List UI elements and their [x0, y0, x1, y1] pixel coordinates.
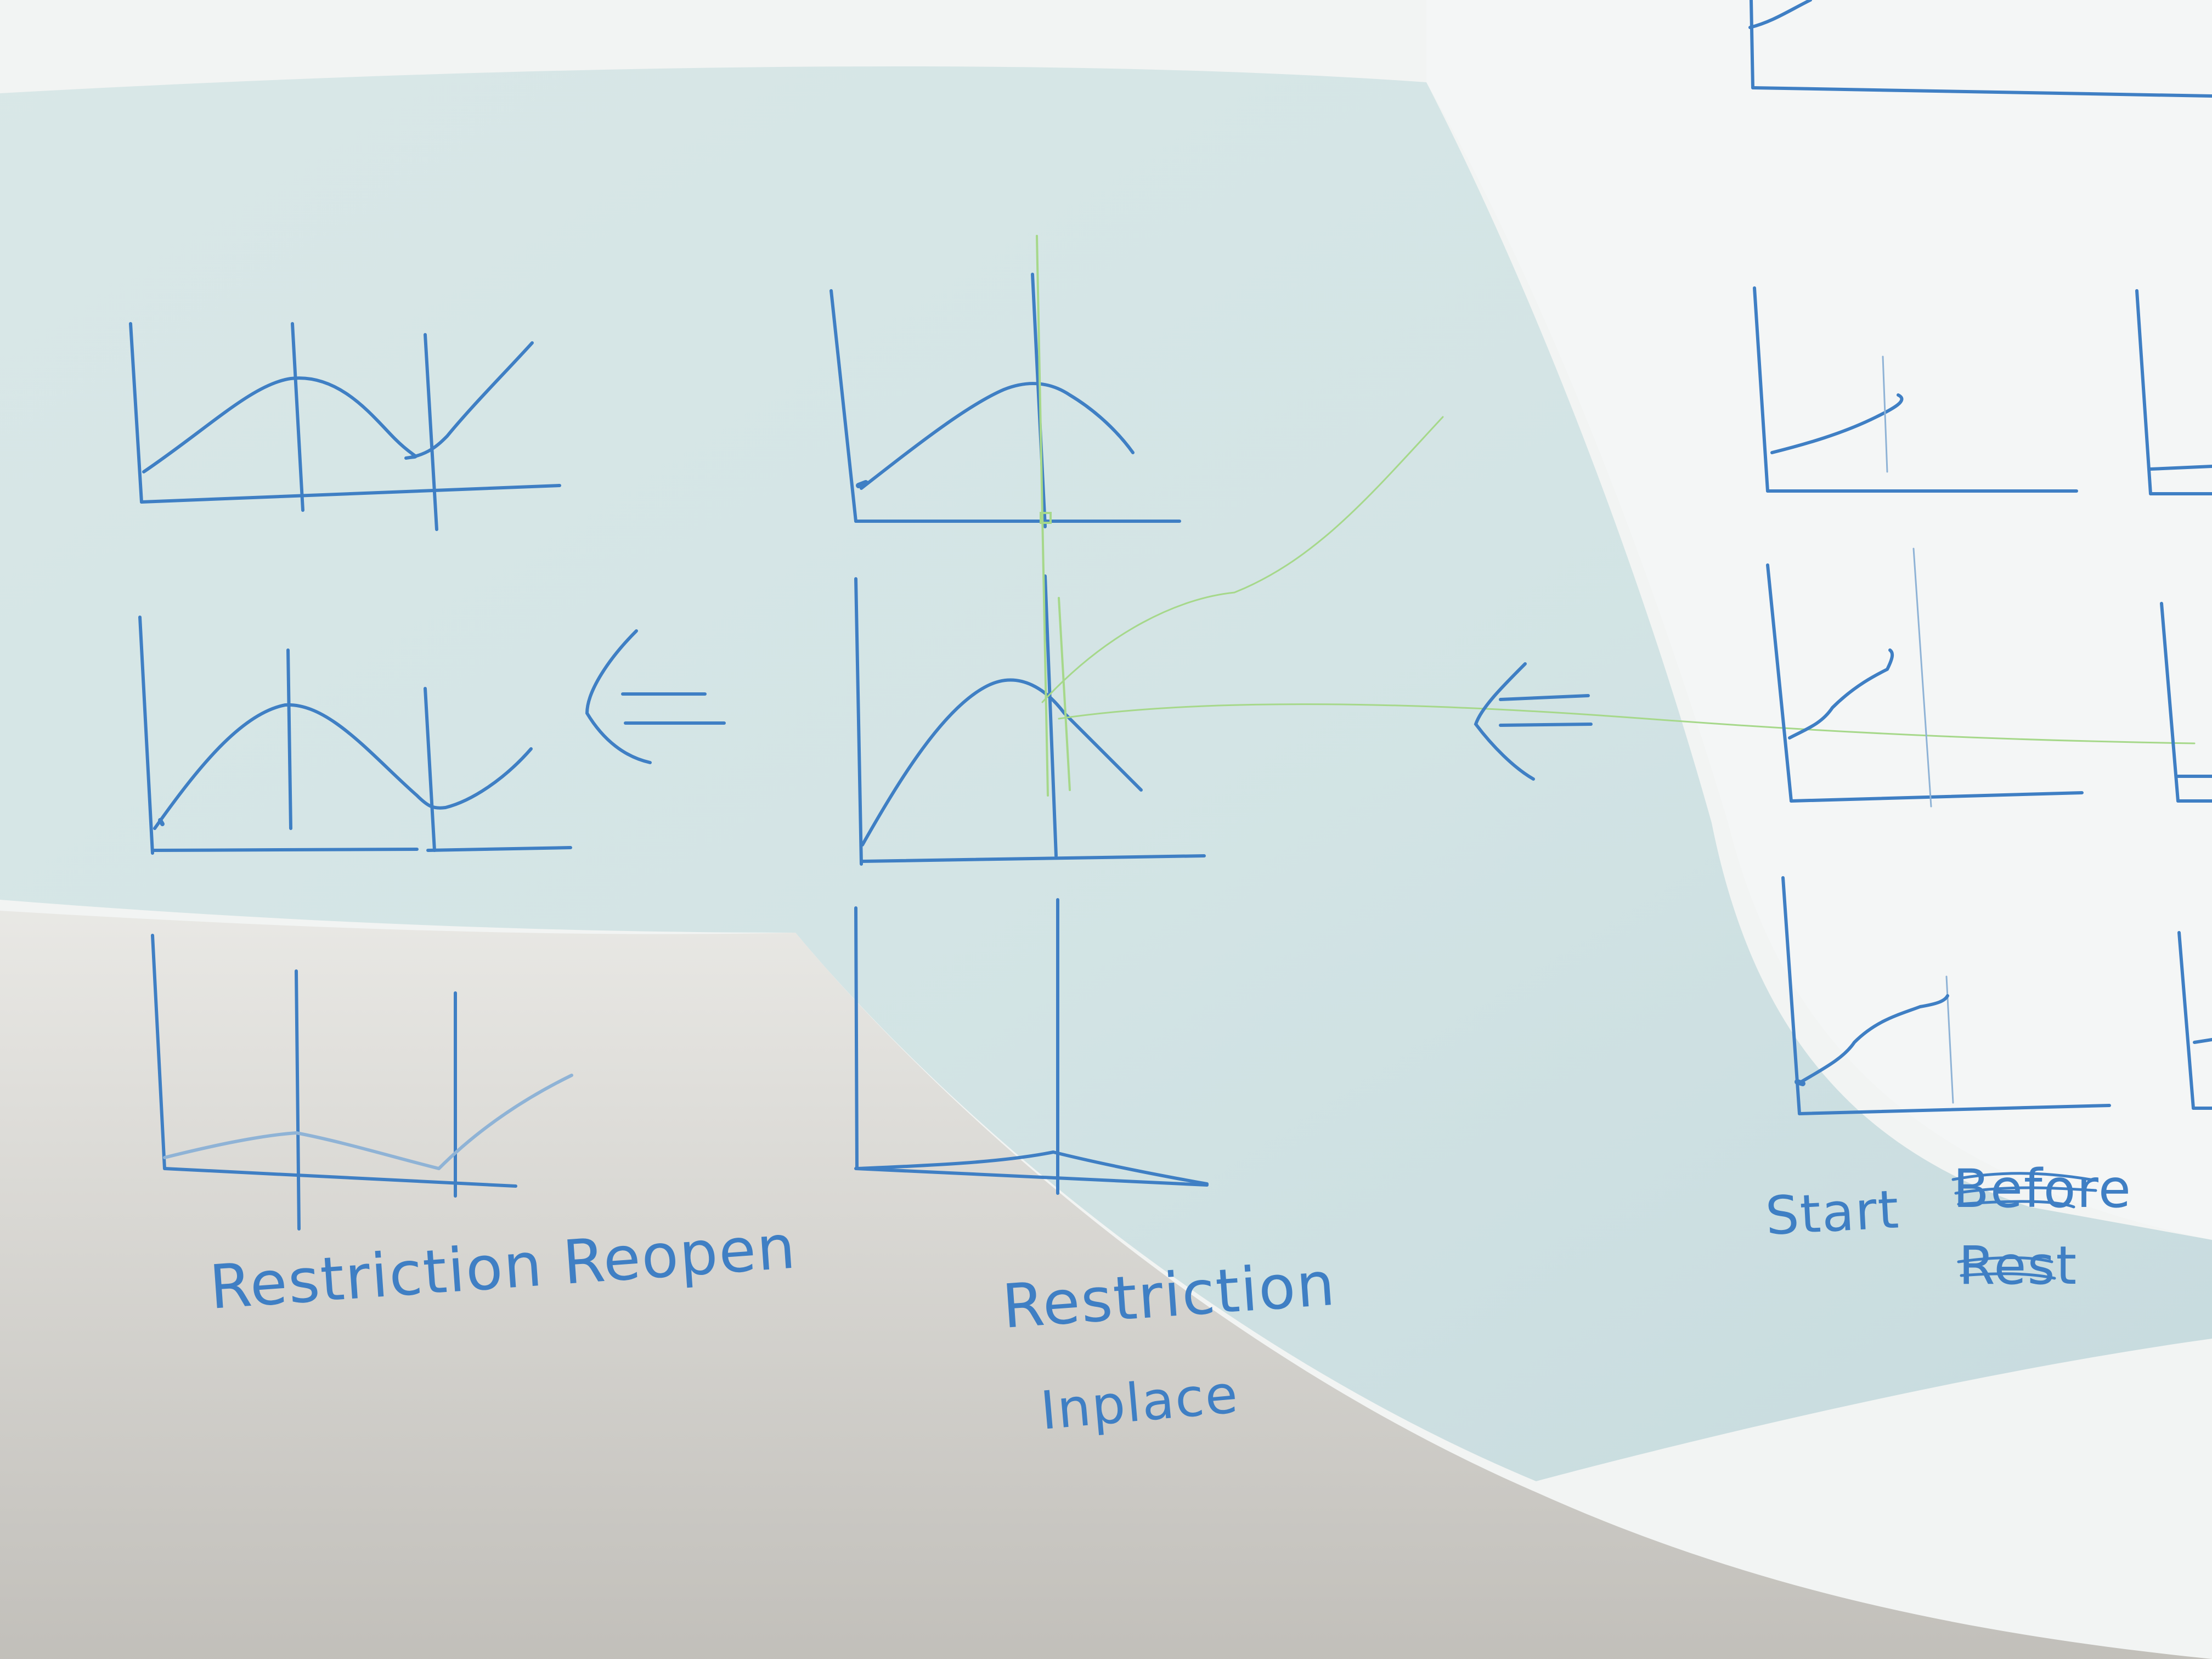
shadow-region	[0, 66, 2212, 1481]
label-start: Start	[1764, 1178, 1901, 1247]
right-column-graphs	[1748, 0, 2212, 1115]
right-graph-2	[1766, 548, 2084, 808]
scribble-strike-2	[1957, 1256, 2056, 1280]
paper-highlight	[1426, 0, 2212, 1240]
scribble-strike-1	[1951, 1172, 2097, 1209]
middle-column-graphs	[830, 273, 1209, 1195]
left-graph-2	[138, 616, 572, 855]
double-arrow-left-icon	[1474, 662, 1593, 781]
double-arrow-left-icon	[585, 629, 726, 764]
right-graph-1	[1753, 286, 2078, 493]
crossed-out-words: Before Rest	[1951, 1158, 2131, 1296]
far-right-partial-graphs	[2135, 289, 2212, 1110]
left-column-graphs	[129, 322, 573, 1231]
middle-graph-2	[854, 574, 1206, 866]
middle-graph-1	[830, 273, 1181, 528]
left-graph-3	[151, 934, 573, 1231]
label-crossed-rest: Rest	[1959, 1235, 2078, 1296]
middle-graph-3	[854, 898, 1209, 1195]
green-annotation-lines	[1036, 235, 2196, 797]
right-top-partial-graph	[1748, 0, 2212, 98]
right-graph-3	[1781, 876, 2111, 1115]
paper-lower-region	[0, 911, 2212, 1659]
left-graph-1	[129, 322, 561, 531]
